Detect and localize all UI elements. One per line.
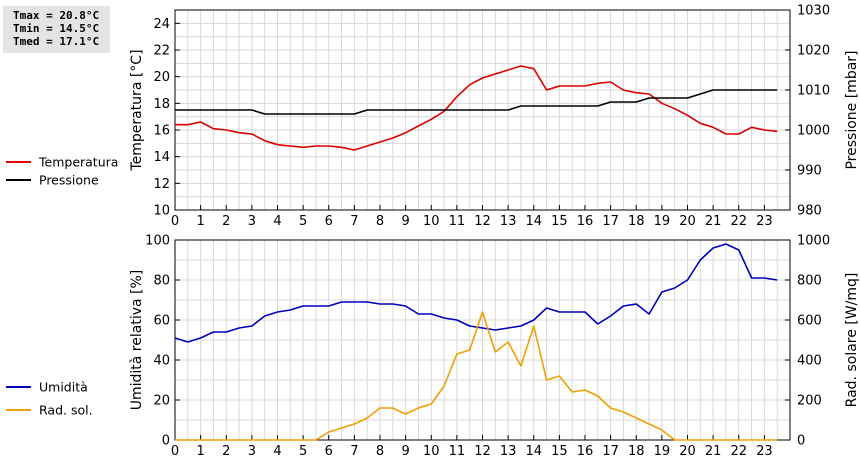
stat-tmax: Tmax = 20.8°C <box>13 9 100 22</box>
chart1-x-tick-label: 6 <box>325 214 333 229</box>
chart2-x-tick-label: 7 <box>350 444 358 459</box>
chart2-y-tick-label: 40 <box>153 354 170 369</box>
chart2-x-tick-label: 15 <box>551 444 568 459</box>
chart2-x-tick-label: 16 <box>577 444 594 459</box>
chart1-y2-tick-label: 1030 <box>797 4 830 19</box>
chart2-y2-tick-label: 0 <box>797 434 805 449</box>
chart2-y-tick-label: 80 <box>153 274 170 289</box>
chart1-x-tick-label: 10 <box>423 214 440 229</box>
chart2-y-tick-label: 20 <box>153 394 170 409</box>
chart2-x-tick-label: 13 <box>500 444 517 459</box>
chart1-y2-tick-label: 1000 <box>797 124 830 139</box>
chart2-x-tick-label: 4 <box>273 444 281 459</box>
chart1-y2-tick-label: 980 <box>797 204 822 219</box>
chart2-y-tick-label: 0 <box>162 434 170 449</box>
chart2-legend-label-1: Rad. sol. <box>39 403 93 418</box>
chart2-y-tick-label: 60 <box>153 314 170 329</box>
chart1-x-tick-label: 9 <box>401 214 409 229</box>
chart1-x-tick-label: 16 <box>577 214 594 229</box>
chart2-series-1-line <box>175 311 778 441</box>
chart1-x-tick-label: 0 <box>171 214 179 229</box>
chart1-x-tick-label: 20 <box>679 214 696 229</box>
chart1-x-tick-label: 4 <box>273 214 281 229</box>
chart2-x-tick-label: 10 <box>423 444 440 459</box>
chart2-x-tick-label: 22 <box>730 444 747 459</box>
chart2-x-tick-label: 11 <box>449 444 466 459</box>
chart2-x-tick-label: 2 <box>222 444 230 459</box>
chart2-y2-tick-label: 600 <box>797 314 822 329</box>
chart1-x-tick-label: 11 <box>449 214 466 229</box>
chart2-grid <box>174 239 791 441</box>
chart2-series-0-line <box>174 243 778 343</box>
chart1-x-tick-label: 8 <box>376 214 384 229</box>
chart2-x-tick-label: 6 <box>325 444 333 459</box>
chart1-x-tick-label: 13 <box>500 214 517 229</box>
chart1-x-tick-label: 1 <box>196 214 204 229</box>
chart1-y-tick-label: 22 <box>153 44 170 59</box>
chart1-y-tick-label: 16 <box>153 124 170 139</box>
chart2-x-tick-label: 8 <box>376 444 384 459</box>
chart1-y-tick-label: 24 <box>153 17 170 32</box>
chart1-y-tick-label: 10 <box>153 204 170 219</box>
chart2-x-tick-label: 17 <box>602 444 619 459</box>
chart1-x-tick-label: 15 <box>551 214 568 229</box>
chart2-legend-label-0: Umidità <box>39 380 88 395</box>
chart1-x-tick-label: 17 <box>602 214 619 229</box>
chart2-x-tick-label: 0 <box>171 444 179 459</box>
chart2-x-tick-label: 19 <box>654 444 671 459</box>
chart1-y2-tick-label: 1020 <box>797 44 830 59</box>
chart2-y2-tick-label: 1000 <box>797 234 830 249</box>
chart1-x-tick-label: 23 <box>756 214 773 229</box>
chart2-x-tick-label: 3 <box>248 444 256 459</box>
chart1-x-tick-label: 21 <box>705 214 722 229</box>
chart1-legend-label-1: Pressione <box>39 173 99 188</box>
chart2-x-tick-label: 14 <box>525 444 542 459</box>
chart2-y-tick-label: 100 <box>145 234 170 249</box>
chart2-x-tick-label: 5 <box>299 444 307 459</box>
chart1-x-tick-label: 5 <box>299 214 307 229</box>
chart2-y2-tick-label: 200 <box>797 394 822 409</box>
chart1-x-tick-label: 14 <box>525 214 542 229</box>
chart2-y-axis-title: Umidità relativa [%] <box>129 270 145 411</box>
chart2-y2-tick-label: 800 <box>797 274 822 289</box>
chart1-x-tick-label: 12 <box>474 214 491 229</box>
stat-tmed: Tmed = 17.1°C <box>13 35 100 48</box>
chart1-grid <box>174 9 791 211</box>
chart2-x-tick-label: 1 <box>196 444 204 459</box>
chart1-x-tick-label: 19 <box>654 214 671 229</box>
chart1-x-tick-label: 2 <box>222 214 230 229</box>
chart1-legend-label-0: Temperatura <box>38 155 118 170</box>
stat-tmin: Tmin = 14.5°C <box>13 22 100 35</box>
chart1-y-tick-label: 20 <box>153 70 170 85</box>
chart2-x-tick-label: 23 <box>756 444 773 459</box>
chart1-series-1-line <box>175 89 778 115</box>
chart1-x-tick-label: 3 <box>248 214 256 229</box>
chart1-y2-tick-label: 1010 <box>797 84 830 99</box>
chart1-series-0-line <box>175 65 778 151</box>
chart2-y2-axis-title: Rad. solare [W/mq] <box>844 273 860 408</box>
chart1-y-tick-label: 12 <box>153 177 170 192</box>
chart1-y2-tick-label: 990 <box>797 164 822 179</box>
chart2-x-tick-label: 20 <box>679 444 696 459</box>
chart2-x-tick-label: 9 <box>401 444 409 459</box>
chart2-x-tick-label: 18 <box>628 444 645 459</box>
chart1-x-tick-label: 7 <box>350 214 358 229</box>
chart1-y-tick-label: 14 <box>153 150 170 165</box>
chart1-x-tick-label: 22 <box>730 214 747 229</box>
chart2-x-tick-label: 12 <box>474 444 491 459</box>
chart2-x-tick-label: 21 <box>705 444 722 459</box>
chart1-y-axis-title: Temperatura [°C] <box>129 49 145 171</box>
chart1-y2-axis-title: Pressione [mbar] <box>844 50 860 169</box>
stats-box: Tmax = 20.8°C Tmin = 14.5°C Tmed = 17.1°… <box>3 6 110 53</box>
chart1-x-tick-label: 18 <box>628 214 645 229</box>
chart1-y-tick-label: 18 <box>153 97 170 112</box>
chart2-y2-tick-label: 400 <box>797 354 822 369</box>
